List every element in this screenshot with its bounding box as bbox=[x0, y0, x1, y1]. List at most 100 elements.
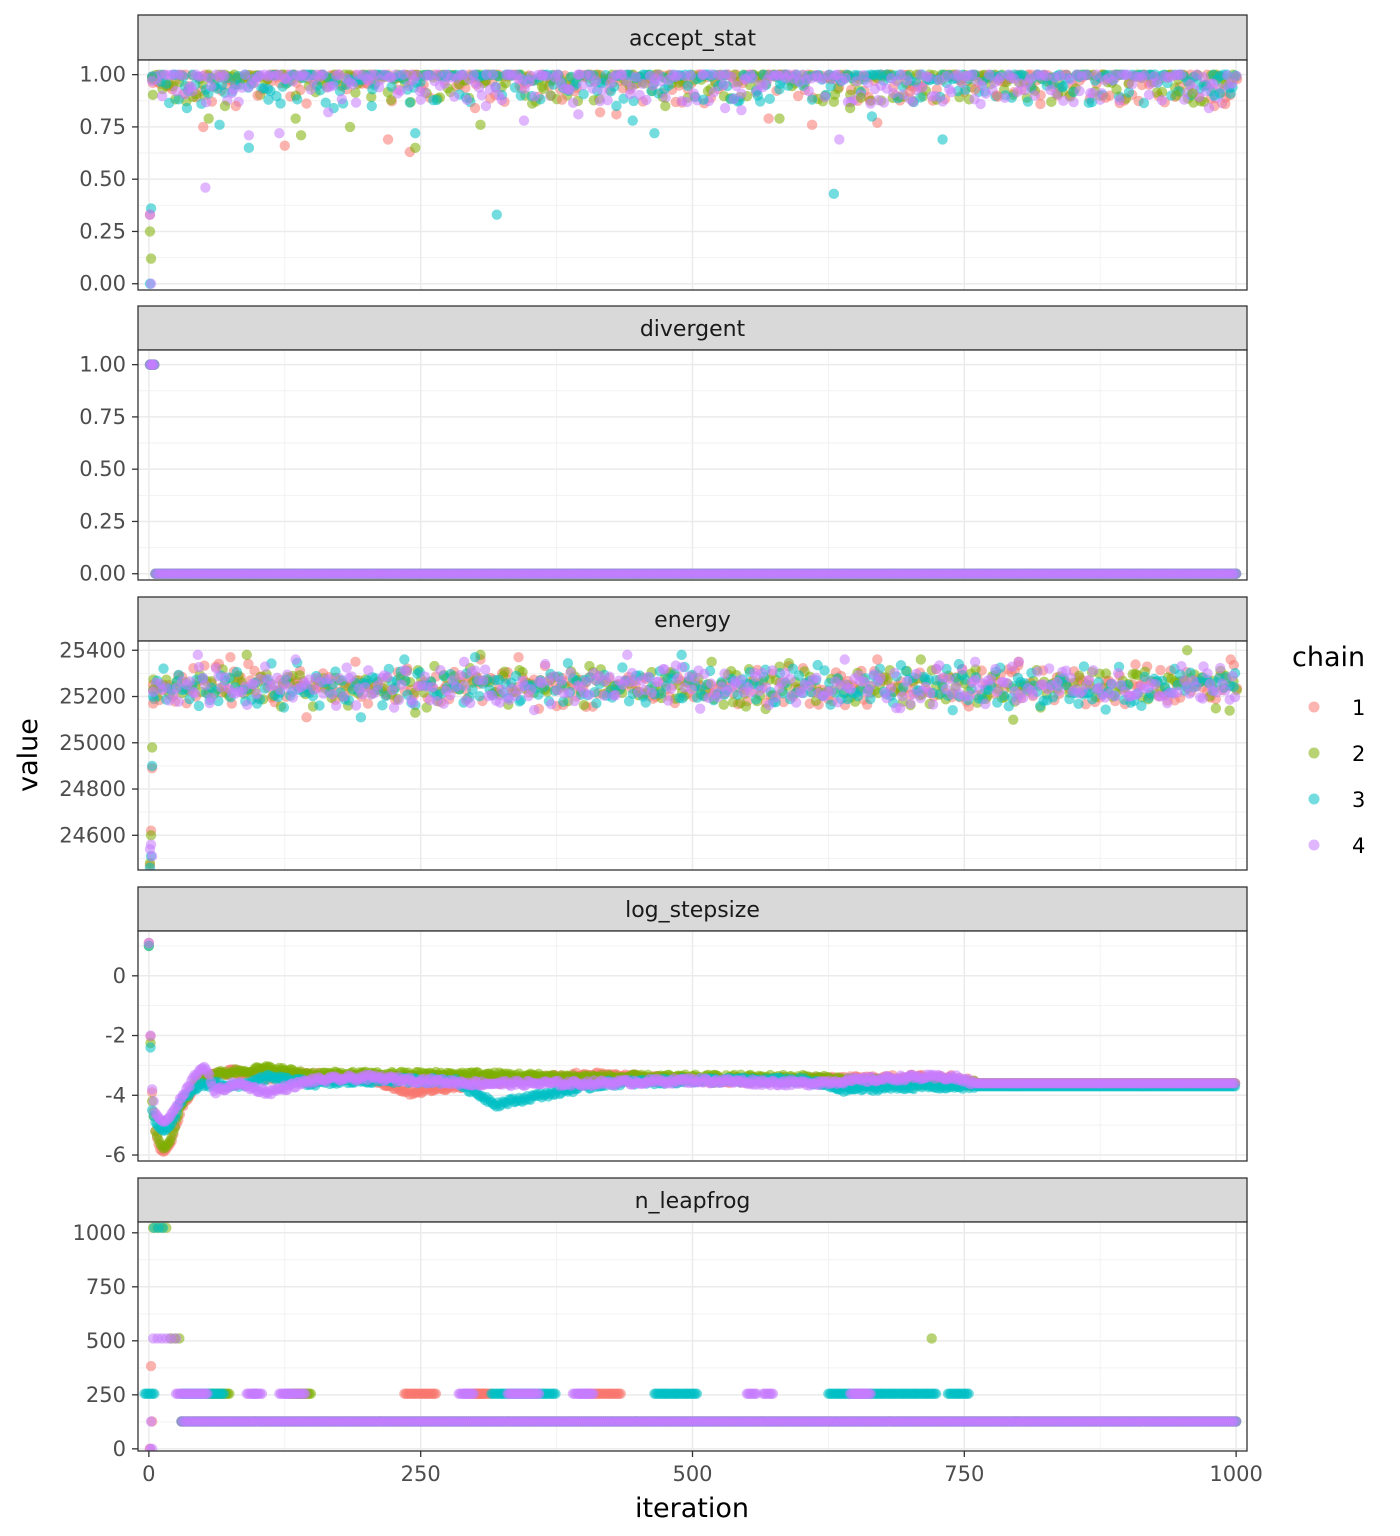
point-chain-4 bbox=[272, 672, 283, 683]
point-chain-3 bbox=[627, 115, 638, 126]
point-chain-4 bbox=[731, 80, 742, 92]
point-chain-3 bbox=[144, 862, 156, 870]
point-chain-1 bbox=[594, 107, 606, 118]
point-chain-4 bbox=[1087, 665, 1099, 676]
point-chain-4 bbox=[660, 92, 671, 104]
point-chain-4 bbox=[851, 76, 862, 87]
point-chain-4 bbox=[878, 97, 890, 108]
y-tick-label: 0.00 bbox=[79, 562, 126, 586]
point-chain-4 bbox=[1207, 78, 1219, 89]
point-chain-4 bbox=[173, 696, 184, 707]
point-chain-4 bbox=[573, 109, 584, 120]
point-chain-4 bbox=[637, 78, 648, 89]
point-chain-4 bbox=[369, 687, 380, 699]
point-chain-4 bbox=[832, 697, 844, 708]
point-chain-2 bbox=[1111, 84, 1122, 95]
point-chain-4 bbox=[382, 671, 393, 683]
y-axis-accept-stat: 0.000.250.500.751.00 bbox=[79, 63, 138, 296]
point-chain-4 bbox=[999, 92, 1011, 103]
point-chain-4 bbox=[597, 86, 608, 97]
point-chain-3 bbox=[386, 81, 397, 92]
point-chain-3 bbox=[750, 694, 762, 705]
point-chain-4 bbox=[803, 85, 814, 97]
point-chain-4 bbox=[1001, 677, 1013, 689]
point-chain-4 bbox=[964, 690, 975, 701]
point-chain-4 bbox=[643, 671, 654, 683]
point-chain-3 bbox=[469, 651, 481, 663]
point-chain-4 bbox=[840, 72, 851, 84]
point-chain-4 bbox=[901, 676, 913, 687]
point-chain-3 bbox=[953, 658, 965, 670]
point-chain-2 bbox=[410, 142, 421, 154]
point-chain-1 bbox=[279, 140, 290, 151]
point-chain-4 bbox=[1087, 87, 1098, 99]
y-tick-label: 0.75 bbox=[79, 405, 126, 429]
point-chain-4 bbox=[398, 69, 409, 80]
point-chain-3 bbox=[161, 78, 172, 89]
point-chain-1 bbox=[1130, 659, 1141, 670]
point-chain-4 bbox=[975, 98, 986, 110]
point-chain-4 bbox=[735, 674, 746, 685]
point-chain-2 bbox=[219, 100, 231, 112]
point-chain-2 bbox=[1182, 645, 1193, 656]
point-chain-3 bbox=[591, 698, 602, 709]
point-chain-4 bbox=[408, 697, 419, 709]
point-chain-2 bbox=[970, 664, 981, 675]
point-chain-4 bbox=[719, 102, 731, 114]
point-chain-4 bbox=[146, 850, 158, 862]
point-chain-2 bbox=[241, 649, 252, 661]
point-chain-4 bbox=[395, 85, 406, 97]
point-chain-4 bbox=[1191, 681, 1202, 692]
y-tick-label: 25200 bbox=[59, 685, 126, 709]
point-chain-4 bbox=[386, 684, 398, 696]
point-chain-1 bbox=[1100, 92, 1111, 103]
point-chain-4 bbox=[324, 673, 336, 685]
points bbox=[143, 937, 1241, 1157]
point-chain-3 bbox=[404, 97, 416, 108]
point-chain-4 bbox=[346, 671, 357, 682]
point-chain-4 bbox=[967, 69, 978, 80]
point-chain-4 bbox=[889, 667, 900, 679]
point-chain-4 bbox=[726, 71, 737, 83]
point-chain-4 bbox=[705, 678, 717, 689]
point-chain-3 bbox=[278, 702, 290, 713]
point-chain-1 bbox=[469, 102, 481, 114]
panels: accept_stat0.000.250.500.751.00divergent… bbox=[59, 14, 1248, 1461]
point-chain-4 bbox=[694, 703, 706, 714]
point-chain-4 bbox=[1198, 661, 1209, 672]
point-chain-4 bbox=[144, 209, 156, 220]
point-chain-3 bbox=[774, 84, 785, 95]
point-chain-4 bbox=[845, 683, 856, 695]
point-chain-4 bbox=[327, 689, 338, 700]
point-chain-4 bbox=[193, 661, 205, 673]
point-chain-1 bbox=[806, 119, 818, 131]
point-chain-1 bbox=[792, 90, 804, 102]
point-chain-4 bbox=[334, 673, 345, 684]
point-chain-4 bbox=[587, 83, 598, 94]
y-tick-label: -2 bbox=[105, 1024, 126, 1048]
point-chain-4 bbox=[192, 649, 203, 661]
point-chain-4 bbox=[790, 697, 802, 708]
point-chain-4 bbox=[712, 691, 723, 703]
point-chain-4 bbox=[1211, 687, 1223, 698]
strip bbox=[137, 596, 1248, 642]
point-chain-4 bbox=[1151, 77, 1162, 88]
point-chain-4 bbox=[1112, 668, 1124, 679]
point-chain-3 bbox=[410, 127, 421, 139]
point-chain-2 bbox=[578, 699, 590, 711]
point-chain-3 bbox=[900, 665, 912, 677]
point-chain-4 bbox=[184, 676, 196, 687]
point-chain-3 bbox=[1139, 671, 1150, 683]
point-chain-2 bbox=[1187, 88, 1198, 99]
point-chain-3 bbox=[698, 94, 709, 105]
point-chain-4 bbox=[980, 698, 991, 710]
point-chain-3 bbox=[676, 649, 687, 661]
point-chain-4 bbox=[541, 71, 553, 82]
point-chain-4 bbox=[411, 70, 423, 81]
point-chain-4 bbox=[811, 672, 822, 684]
point-chain-4 bbox=[1229, 691, 1241, 703]
point-chain-4 bbox=[895, 703, 906, 714]
point-chain-4 bbox=[927, 699, 939, 710]
point-chain-4 bbox=[363, 665, 374, 676]
